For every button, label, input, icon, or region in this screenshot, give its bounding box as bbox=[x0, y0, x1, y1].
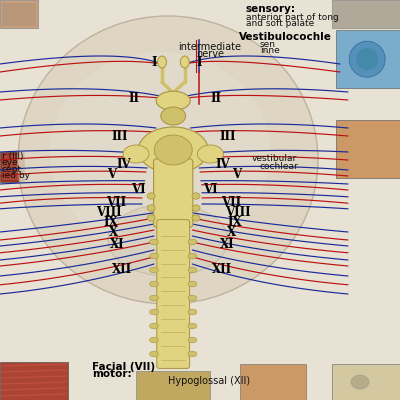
Ellipse shape bbox=[192, 205, 200, 211]
Text: Vestibulocochle: Vestibulocochle bbox=[239, 32, 332, 42]
Text: VI: VI bbox=[203, 183, 217, 196]
Ellipse shape bbox=[188, 239, 197, 245]
Text: IX: IX bbox=[227, 216, 242, 229]
Ellipse shape bbox=[198, 145, 223, 163]
Ellipse shape bbox=[188, 337, 197, 343]
Ellipse shape bbox=[158, 56, 166, 68]
Text: anterior part of tong: anterior part of tong bbox=[246, 13, 339, 22]
Text: XII: XII bbox=[212, 263, 232, 276]
Text: IV: IV bbox=[216, 158, 230, 170]
FancyBboxPatch shape bbox=[157, 220, 190, 368]
Text: cochlear: cochlear bbox=[259, 162, 298, 170]
Text: vestibular: vestibular bbox=[252, 154, 297, 163]
Ellipse shape bbox=[150, 323, 158, 329]
Text: II: II bbox=[128, 92, 140, 104]
Text: sen: sen bbox=[260, 40, 276, 49]
Text: X: X bbox=[227, 226, 236, 239]
Ellipse shape bbox=[180, 56, 189, 68]
Ellipse shape bbox=[147, 215, 155, 221]
Ellipse shape bbox=[188, 267, 197, 273]
Ellipse shape bbox=[147, 205, 155, 211]
Ellipse shape bbox=[150, 309, 158, 315]
FancyBboxPatch shape bbox=[0, 362, 68, 400]
Text: I: I bbox=[196, 56, 202, 68]
FancyBboxPatch shape bbox=[240, 364, 306, 400]
Ellipse shape bbox=[150, 351, 158, 357]
Text: Facial (VII): Facial (VII) bbox=[92, 362, 155, 372]
Text: VIII: VIII bbox=[225, 206, 251, 219]
Ellipse shape bbox=[192, 193, 200, 199]
Text: sensory:: sensory: bbox=[246, 4, 296, 14]
Text: IX: IX bbox=[104, 216, 118, 229]
Ellipse shape bbox=[188, 323, 197, 329]
Ellipse shape bbox=[150, 239, 158, 245]
Text: VII: VII bbox=[221, 196, 241, 208]
Text: VII: VII bbox=[106, 196, 126, 208]
FancyBboxPatch shape bbox=[332, 364, 400, 400]
Ellipse shape bbox=[138, 127, 208, 173]
Text: II: II bbox=[210, 92, 222, 104]
Text: and soft palate: and soft palate bbox=[246, 19, 314, 28]
Ellipse shape bbox=[150, 281, 158, 287]
Text: V: V bbox=[107, 168, 116, 180]
Text: VIII: VIII bbox=[96, 206, 122, 219]
FancyBboxPatch shape bbox=[136, 371, 210, 400]
Text: X: X bbox=[110, 226, 118, 239]
Text: nerve: nerve bbox=[196, 49, 224, 59]
Text: IV: IV bbox=[117, 158, 131, 170]
Ellipse shape bbox=[50, 52, 270, 252]
Ellipse shape bbox=[192, 215, 200, 221]
Text: ied by: ied by bbox=[2, 171, 30, 180]
Ellipse shape bbox=[349, 41, 385, 77]
Ellipse shape bbox=[161, 107, 186, 125]
Ellipse shape bbox=[188, 295, 197, 301]
Ellipse shape bbox=[156, 91, 190, 110]
Ellipse shape bbox=[123, 145, 149, 163]
Text: I: I bbox=[151, 56, 157, 68]
Text: III: III bbox=[220, 130, 236, 142]
FancyBboxPatch shape bbox=[2, 155, 22, 180]
FancyBboxPatch shape bbox=[332, 0, 400, 28]
Ellipse shape bbox=[356, 48, 378, 70]
Ellipse shape bbox=[18, 16, 318, 304]
Ellipse shape bbox=[150, 253, 158, 259]
Text: XI: XI bbox=[110, 238, 124, 250]
Ellipse shape bbox=[188, 253, 197, 259]
FancyBboxPatch shape bbox=[336, 30, 400, 88]
Ellipse shape bbox=[150, 267, 158, 273]
Text: motor:: motor: bbox=[92, 369, 132, 379]
Text: eye: eye bbox=[2, 158, 19, 167]
Text: III: III bbox=[112, 130, 128, 142]
Ellipse shape bbox=[150, 295, 158, 301]
Text: Hypoglossal (XII): Hypoglossal (XII) bbox=[168, 376, 250, 386]
Text: V: V bbox=[232, 168, 241, 180]
Text: VI: VI bbox=[131, 183, 145, 196]
Text: intermediate: intermediate bbox=[178, 42, 242, 52]
FancyBboxPatch shape bbox=[336, 120, 400, 178]
Ellipse shape bbox=[147, 193, 155, 199]
Text: inne: inne bbox=[260, 46, 280, 55]
FancyBboxPatch shape bbox=[2, 3, 36, 26]
Ellipse shape bbox=[188, 351, 197, 357]
Ellipse shape bbox=[351, 375, 369, 389]
Ellipse shape bbox=[188, 309, 197, 315]
Ellipse shape bbox=[108, 204, 228, 276]
FancyBboxPatch shape bbox=[0, 0, 38, 28]
FancyBboxPatch shape bbox=[154, 159, 193, 227]
Ellipse shape bbox=[188, 281, 197, 287]
Text: XI: XI bbox=[220, 238, 234, 250]
FancyBboxPatch shape bbox=[0, 152, 24, 182]
Ellipse shape bbox=[150, 337, 158, 343]
Text: cept: cept bbox=[2, 165, 22, 174]
Ellipse shape bbox=[154, 135, 192, 165]
Text: XII: XII bbox=[112, 263, 132, 276]
Text: r (III): r (III) bbox=[2, 152, 24, 161]
